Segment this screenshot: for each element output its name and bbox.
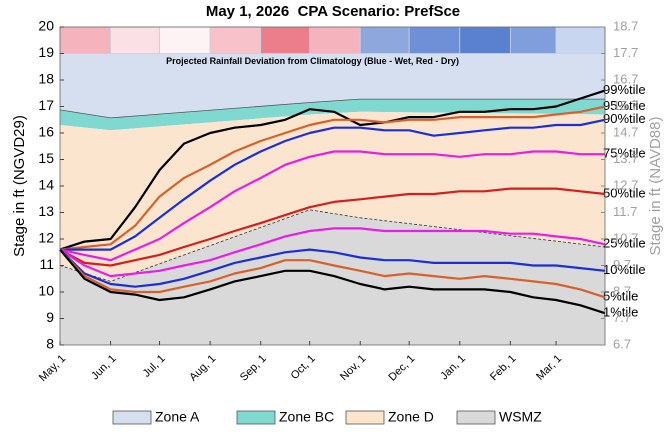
x-tick-label: Sep, 1 <box>238 353 269 384</box>
x-tick-label: Jun, 1 <box>89 353 119 383</box>
y-tick-label: 9 <box>46 309 54 325</box>
y-tick-label: 15 <box>38 150 54 166</box>
y-tick-label: 20 <box>38 18 54 34</box>
series-label: 50%tile <box>603 185 646 200</box>
y-tick-label: 11 <box>39 256 54 272</box>
plot-area: Projected Rainfall Deviation from Climat… <box>59 26 606 345</box>
y2-tick-label: 10.7 <box>613 230 638 245</box>
x-tick-label: Dec, 1 <box>386 353 417 384</box>
percentile-line <box>59 248 606 288</box>
y-tick-label: 17 <box>38 97 54 113</box>
rainfall-cell <box>359 26 410 54</box>
x-tick-label: Jan, 1 <box>438 353 468 383</box>
percentile-line <box>60 118 606 251</box>
percentile-line <box>59 89 606 251</box>
legend-label: Zone A <box>155 409 200 425</box>
series-label: 75%tile <box>603 146 646 161</box>
legend-swatch <box>345 410 385 425</box>
legend-swatch <box>236 410 276 425</box>
y2-tick-label: 11.7 <box>613 204 637 219</box>
legend-label: Zone D <box>388 409 434 425</box>
x-tick-label: Nov, 1 <box>338 353 368 383</box>
zone-area <box>60 209 605 345</box>
percentile-line <box>59 248 606 315</box>
y2-tick-label: 18.7 <box>613 18 638 33</box>
rainfall-cell <box>260 26 311 54</box>
y2-tick-label: 13.7 <box>613 151 638 166</box>
y2-tick-label: 17.7 <box>613 45 638 60</box>
percentile-line <box>59 248 606 299</box>
rainfall-cell <box>509 26 557 54</box>
y2-tick-label: 16.7 <box>613 71 638 86</box>
chart-title: May 1, 2026 CPA Scenario: PrefSce <box>206 3 460 20</box>
zone-boundary <box>59 98 605 119</box>
rainfall-cell <box>555 26 606 54</box>
y-tick-label: 13 <box>38 203 54 219</box>
rainfall-cell <box>59 26 111 54</box>
y2-tick-label: 14.7 <box>613 124 638 139</box>
series-label: 90%tile <box>603 111 646 126</box>
y-tick-label: 16 <box>38 124 54 140</box>
y2-tick-label: 8.7 <box>613 283 631 298</box>
y2-axis-label: Stage in ft (NAVD88) <box>647 117 664 256</box>
rainfall-cell <box>459 26 511 54</box>
rainfall-cell <box>408 26 461 54</box>
percentile-line <box>59 105 606 251</box>
legend-label: Zone BC <box>279 409 334 425</box>
y-tick-label: 10 <box>38 283 54 299</box>
y-tick-label: 12 <box>38 230 54 246</box>
percentile-line <box>59 187 606 267</box>
percentile-line <box>59 227 606 278</box>
y2-tick-label: 9.7 <box>613 257 631 272</box>
x-tick-label: Oct, 1 <box>289 353 318 382</box>
y-tick-label: 14 <box>38 177 54 193</box>
rainfall-cell <box>110 26 160 54</box>
x-tick-label: Feb, 1 <box>488 353 519 384</box>
zone-area <box>60 111 605 282</box>
series-label: 25%tile <box>603 236 646 251</box>
series-label: 1%tile <box>603 305 638 320</box>
series-label: 10%tile <box>603 262 646 277</box>
y2-tick-label: 15.7 <box>613 98 638 113</box>
y-tick-label: 19 <box>38 44 54 60</box>
y2-tick-label: 6.7 <box>613 336 631 351</box>
zone-area <box>60 53 605 118</box>
legend-swatch <box>456 410 496 425</box>
series-label: 99%tile <box>603 82 646 97</box>
y-axis-label: Stage in ft (NGVD29) <box>11 115 28 257</box>
legend-swatch <box>112 410 152 425</box>
y-tick-label: 18 <box>38 71 54 87</box>
y-tick-label: 8 <box>46 336 54 352</box>
rainfall-cell <box>309 26 361 54</box>
rainfall-cell <box>159 26 211 54</box>
legend-label: WSMZ <box>499 409 542 425</box>
x-tick-label: Jul, 1 <box>141 353 168 380</box>
rainfall-cell <box>209 26 262 54</box>
zone-area <box>60 99 605 131</box>
series-label: 95%tile <box>603 98 646 113</box>
rainfall-band-label: Projected Rainfall Deviation from Climat… <box>166 56 459 66</box>
y2-tick-label: 7.7 <box>613 310 631 325</box>
y2-tick-label: 12.7 <box>613 177 638 192</box>
series-label: 5%tile <box>603 289 638 304</box>
x-tick-label: Mar, 1 <box>534 353 564 383</box>
x-tick-label: Aug, 1 <box>187 353 218 384</box>
x-tick-label: May, 1 <box>37 353 68 384</box>
percentile-line <box>59 150 605 262</box>
